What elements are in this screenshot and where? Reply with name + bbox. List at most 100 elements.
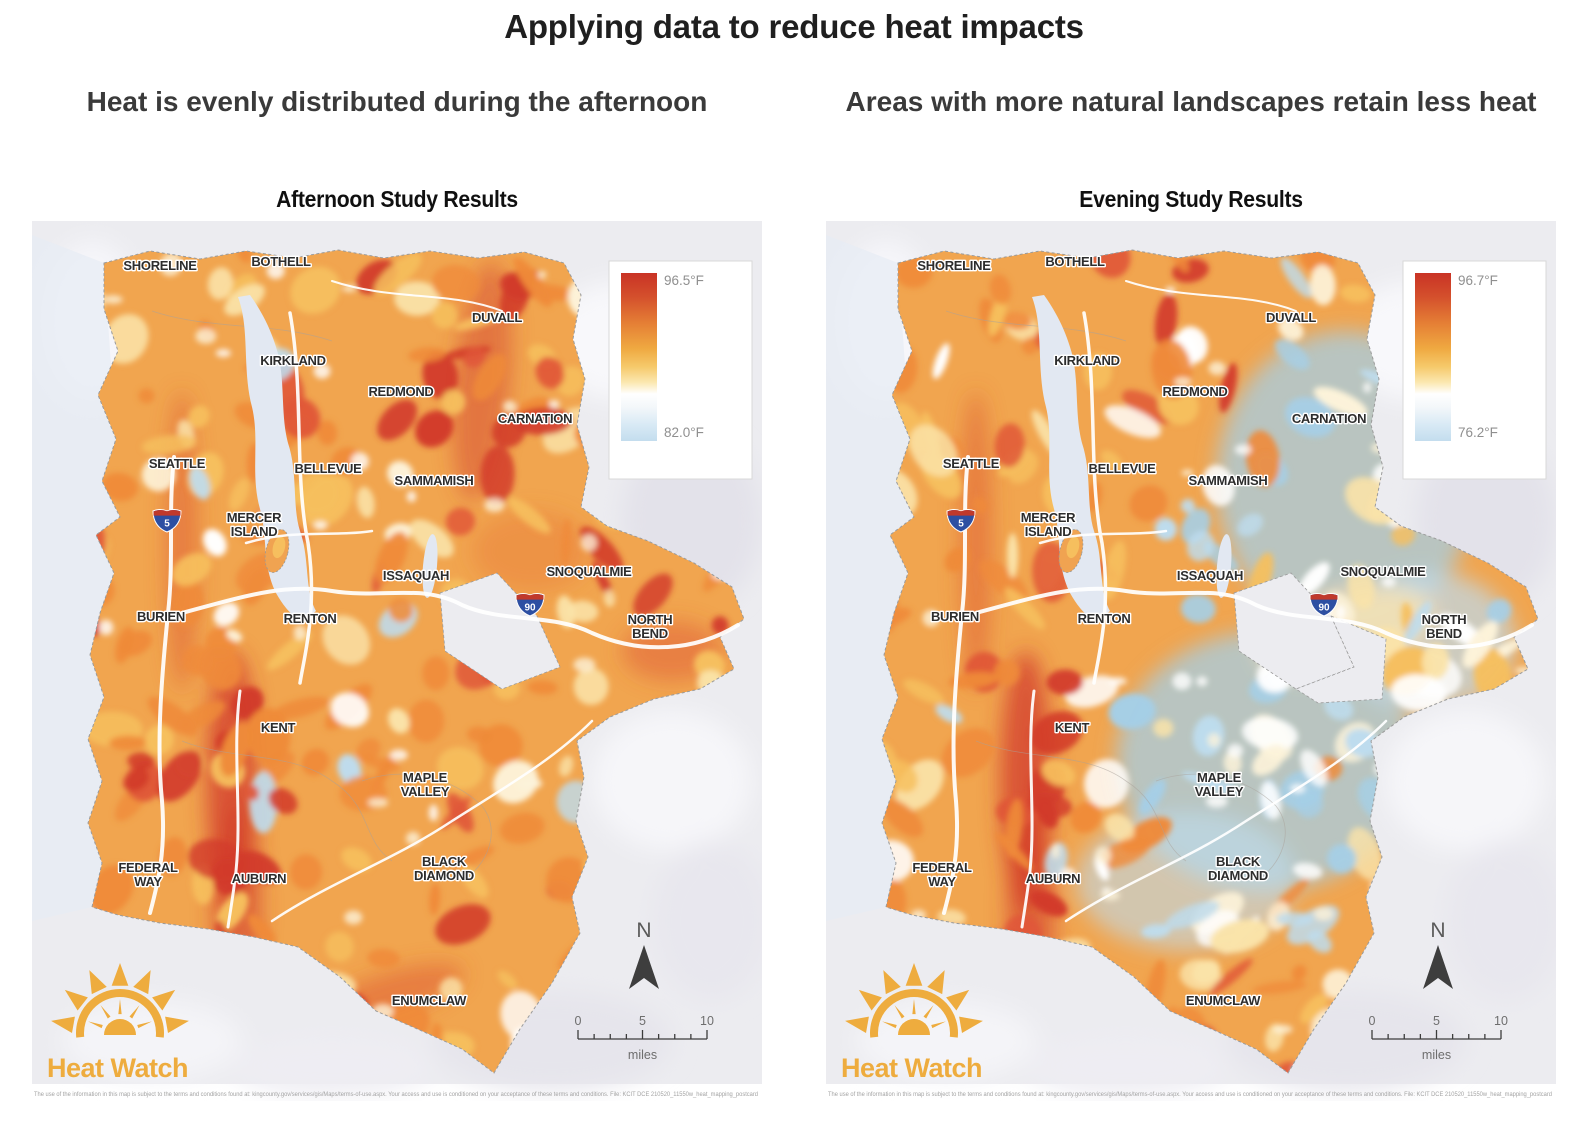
scale-unit-label: miles [1422,1048,1451,1062]
sun-ray-icon [858,989,882,1011]
map-disclaimer: The use of the information in this map i… [34,1091,758,1098]
city-label-carnation: CARNATION [498,411,572,426]
scale-tick-label: 10 [1494,1014,1508,1028]
heat-watch-logo: Heat Watch [841,963,983,1083]
evening-heat-map: 5 90 SHORELINE BOTHELL DUVALL KIRKLAND REDMOND… [826,221,1556,1101]
city-label-renton: RENTON [284,611,337,626]
city-label-duvall: DUVALL [472,310,522,325]
highway-lines [942,280,1534,929]
lake-sammamish [1216,534,1232,598]
legend-gradient-bar [1415,273,1451,441]
scale-tick-label: 10 [700,1014,714,1028]
city-label-north-bend: NORTH BEND [1422,612,1467,641]
sun-ray-icon [959,1016,983,1033]
svg-text:5: 5 [958,519,964,530]
city-label-auburn: AUBURN [232,871,287,886]
afternoon-heat-map: 5 90 SHORELINE BOTHELL DUVALL KIRKLAND REDMOND… [32,221,762,1101]
city-label-renton: RENTON [1078,611,1131,626]
city-label-issaquah: ISSAQUAH [1177,568,1243,583]
north-arrow: N [629,919,659,989]
city-label-federal-way: FEDERAL WAY [912,860,972,889]
lake-washington [1032,295,1110,621]
city-label-bellevue: BELLEVUE [295,461,363,476]
puget-sound-water [32,235,120,921]
city-label-kirkland: KIRKLAND [260,353,325,368]
sun-ray-icon [946,989,970,1011]
legend: 96.7°F 76.2°F [1402,260,1547,480]
lake-sammamish [422,534,438,598]
sun-ray-icon [133,970,151,995]
legend-max-label: 96.7°F [1458,273,1498,288]
scale-bar: 0 5 10 miles [575,1014,714,1062]
heat-watch-wordmark: Heat Watch [841,1053,982,1083]
svg-text:90: 90 [524,603,536,614]
sun-ray-icon [64,989,88,1011]
scale-tick-label: 5 [639,1014,646,1028]
city-label-sammamish: SAMMAMISH [395,473,474,488]
svg-text:5: 5 [164,519,170,530]
city-label-maple-valley: MAPLE VALLEY [1195,770,1244,799]
municipal-boundaries [945,310,1286,882]
highway-lines [148,280,740,929]
legend-min-label: 76.2°F [1458,425,1498,440]
legend-max-label: 96.5°F [664,273,704,288]
afternoon-map-svg: 5 90 SHORELINE BOTHELL DUVALL KIRKLAND REDMOND… [32,221,762,1098]
city-label-north-bend: NORTH BEND [628,612,673,641]
evening-map-title: Evening Study Results [1079,186,1303,212]
map-disclaimer: The use of the information in this map i… [828,1091,1552,1098]
north-arrow: N [1423,919,1453,989]
scale-tick-label: 0 [1369,1014,1376,1028]
sun-ray-icon [927,970,945,995]
city-label-kent: KENT [261,720,296,735]
sun-ray-icon [905,963,923,986]
city-label-bellevue: BELLEVUE [1089,461,1157,476]
evening-subtitle: Areas with more natural landscapes retai… [845,86,1537,117]
evening-map-svg: 5 90 SHORELINE BOTHELL DUVALL KIRKLAND REDMOND… [826,221,1556,1098]
unshaded-area [439,572,561,690]
city-label-snoqualmie: SNOQUALMIE [546,564,632,579]
legend-min-label: 82.0°F [664,425,704,440]
city-label-auburn: AUBURN [1026,871,1081,886]
afternoon-subtitle: Heat is evenly distributed during the af… [86,86,708,117]
panel-evening: Areas with more natural landscapes retai… [794,84,1588,1101]
city-label-carnation: CARNATION [1292,411,1366,426]
city-label-seattle: SEATTLE [943,456,1000,471]
scale-tick-label: 5 [1433,1014,1440,1028]
city-label-redmond: REDMOND [1162,384,1227,399]
city-label-sammamish: SAMMAMISH [1189,473,1268,488]
scale-unit-label: miles [628,1048,657,1062]
city-label-federal-way: FEDERAL WAY [118,860,178,889]
city-label-burien: BURIEN [137,609,185,624]
scale-bar: 0 5 10 miles [1369,1014,1508,1062]
sun-ray-icon [883,970,901,995]
north-label: N [636,919,651,942]
sun-ray-icon [845,1016,869,1033]
city-label-shoreline: SHORELINE [917,258,991,273]
interstate-5-shield: 5 [946,509,976,533]
city-label-kent: KENT [1055,720,1090,735]
municipal-boundaries [151,310,492,882]
city-label-black-diamond: BLACK DIAMOND [414,854,474,883]
city-label-enumclaw: ENUMCLAW [392,993,467,1008]
city-label-redmond: REDMOND [368,384,433,399]
sun-ray-icon [111,963,129,986]
city-label-duvall: DUVALL [1266,310,1316,325]
city-label-bothell: BOTHELL [251,254,311,269]
heat-watch-wordmark: Heat Watch [47,1053,188,1083]
sun-ray-icon [165,1016,189,1033]
heat-watch-logo: Heat Watch [47,963,189,1083]
city-label-mercer-island: MERCER ISLAND [1021,510,1076,539]
unshaded-area [1295,615,1387,704]
lake-washington [238,295,316,621]
sun-ray-icon [89,970,107,995]
city-label-maple-valley: MAPLE VALLEY [401,770,450,799]
scale-tick-label: 0 [575,1014,582,1028]
city-label-kirkland: KIRKLAND [1054,353,1119,368]
svg-text:90: 90 [1318,603,1330,614]
legend-gradient-bar [621,273,657,441]
county-boundary [881,249,1539,1074]
city-label-enumclaw: ENUMCLAW [1186,993,1261,1008]
city-label-issaquah: ISSAQUAH [383,568,449,583]
interstate-90-shield: 90 [1309,593,1339,617]
